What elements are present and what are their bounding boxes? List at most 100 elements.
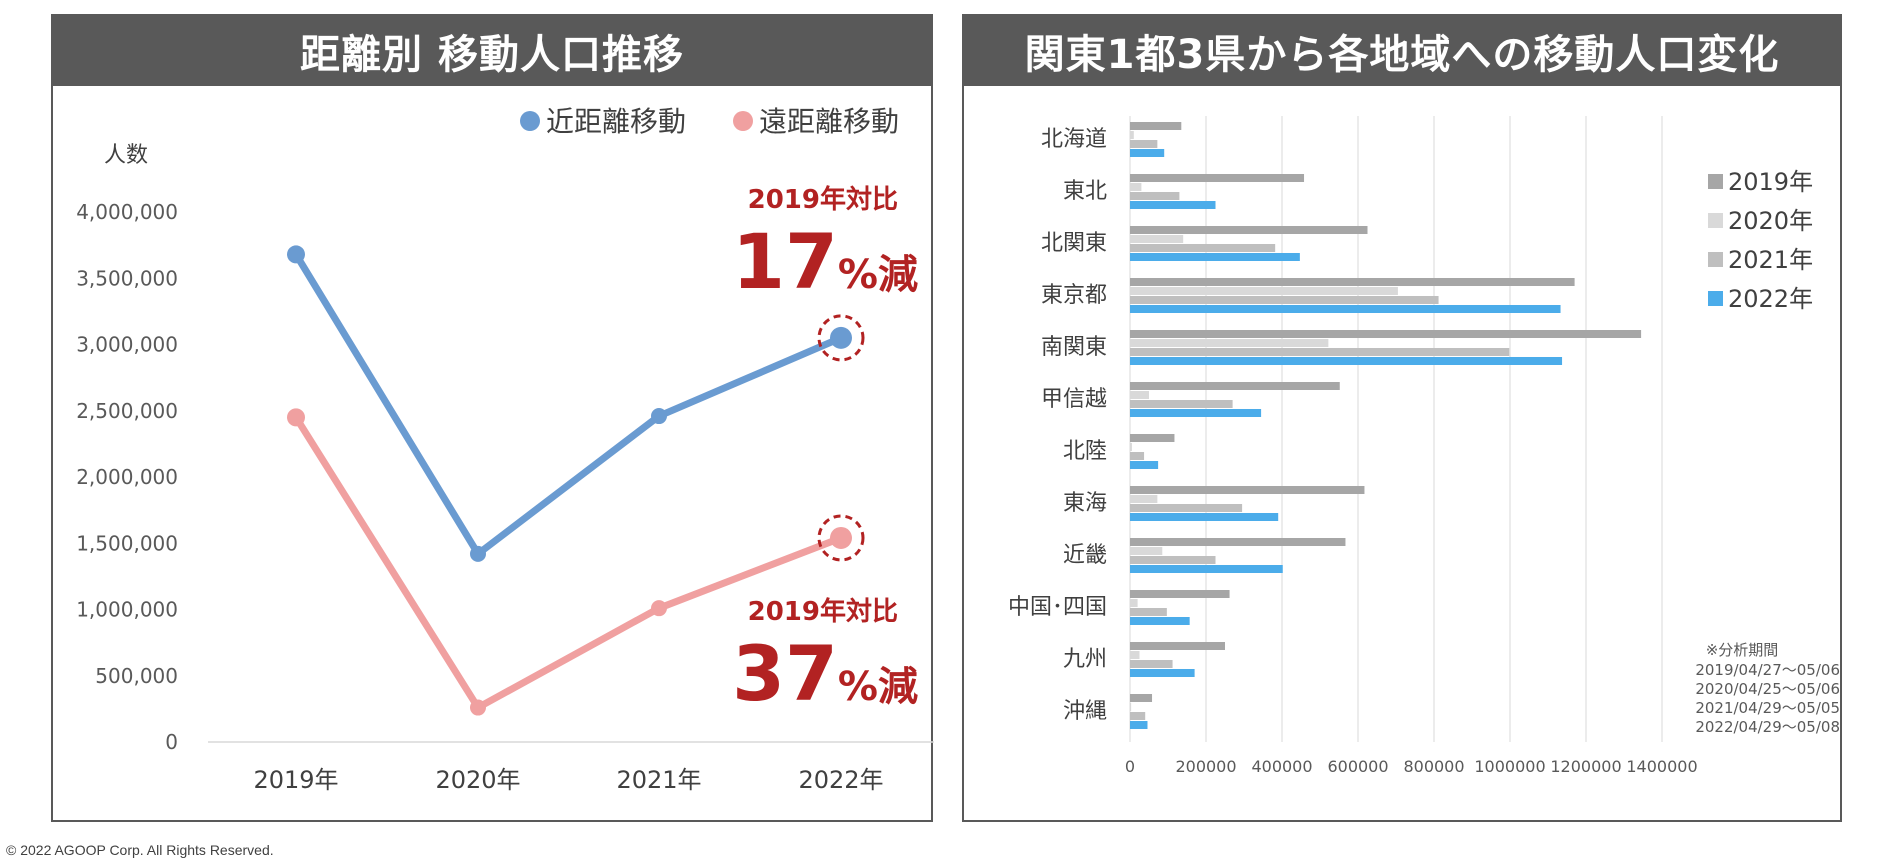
y-tick-label: 1,500,000: [76, 531, 178, 555]
y-tick-label: 4,000,000: [76, 200, 178, 224]
bar-2019年: [1130, 382, 1340, 390]
analysis-period-heading: ※分析期間: [1706, 641, 1779, 659]
bar-2019年: [1130, 538, 1346, 546]
bar-2021年: [1130, 660, 1173, 668]
x-tick-label: 2022年: [798, 766, 883, 794]
y-tick-label: 0: [165, 730, 178, 754]
data-point: [470, 699, 486, 716]
bar-2021年: [1130, 192, 1180, 200]
left-chart-title: 距離別 移動人口推移: [53, 16, 931, 86]
y-tick-label: 2,000,000: [76, 465, 178, 489]
analysis-period-line: 2019/04/27～05/06: [1695, 661, 1840, 679]
bar-legend-label: 2022年: [1728, 285, 1813, 313]
decrease-annotation: 37%減: [732, 629, 918, 718]
bar-2019年: [1130, 226, 1368, 234]
decrease-unit: %減: [838, 252, 918, 298]
bar-2022年: [1130, 721, 1148, 729]
bar-2022年: [1130, 253, 1300, 261]
bar-2020年: [1130, 287, 1398, 295]
x-tick-label: 2020年: [435, 766, 520, 794]
y-tick-label: 2,500,000: [76, 399, 178, 423]
bar-legend-label: 2021年: [1728, 246, 1813, 274]
legend-marker-far: [733, 111, 753, 131]
bar-legend-marker: [1708, 252, 1723, 267]
bar-2020年: [1130, 131, 1134, 139]
bar-2019年: [1130, 694, 1153, 702]
x-tick-label: 2019年: [253, 766, 338, 794]
bar-2020年: [1130, 599, 1138, 607]
bar-2022年: [1130, 149, 1165, 157]
comparison-label: 2019年対比: [748, 596, 898, 627]
bar-legend-marker: [1708, 174, 1723, 189]
bar-2019年: [1130, 642, 1225, 650]
region-label: 中国･四国: [1008, 595, 1107, 620]
bar-2020年: [1130, 339, 1329, 347]
bar-legend-marker: [1708, 213, 1723, 228]
analysis-period-line: 2022/04/29～05/08: [1695, 718, 1840, 736]
y-tick-label: 3,000,000: [76, 333, 178, 357]
bar-2019年: [1130, 330, 1642, 338]
decrease-annotation: 17%減: [732, 217, 918, 306]
bar-2022年: [1130, 305, 1561, 313]
bar-2020年: [1130, 443, 1132, 451]
data-point: [287, 408, 305, 427]
bar-x-tick-label: 1400000: [1626, 757, 1697, 776]
analysis-period-line: 2021/04/29～05/05: [1695, 699, 1840, 717]
region-label: 北関東: [1041, 231, 1107, 256]
bar-x-tick-label: 600000: [1327, 757, 1388, 776]
bar-2022年: [1130, 617, 1190, 625]
bar-2020年: [1130, 651, 1140, 659]
region-label: 近畿: [1063, 543, 1107, 568]
bar-2021年: [1130, 348, 1510, 356]
bar-2021年: [1130, 140, 1158, 148]
data-point: [470, 545, 486, 562]
region-label: 東海: [1063, 491, 1107, 516]
bar-2021年: [1130, 244, 1276, 252]
bar-2019年: [1130, 486, 1365, 494]
bar-2021年: [1130, 608, 1167, 616]
left-chart-panel: 距離別 移動人口推移: [51, 14, 933, 822]
comparison-label: 2019年対比: [748, 184, 898, 215]
bar-legend-marker: [1708, 291, 1723, 306]
bar-2020年: [1130, 703, 1132, 711]
bar-2019年: [1130, 590, 1230, 598]
region-label: 東京都: [1041, 283, 1107, 308]
bar-2022年: [1130, 565, 1283, 573]
decrease-value: 37: [732, 629, 838, 718]
y-tick-label: 500,000: [95, 664, 178, 688]
bar-2022年: [1130, 409, 1262, 417]
far-distance-line: [292, 413, 845, 712]
bar-x-tick-label: 200000: [1175, 757, 1236, 776]
data-point: [287, 245, 305, 264]
analysis-period-line: 2020/04/25～05/06: [1695, 680, 1840, 698]
bar-x-tick-label: 400000: [1251, 757, 1312, 776]
region-label: 東北: [1063, 179, 1107, 204]
highlight-circle: [817, 314, 865, 362]
highlight-circle: [817, 514, 865, 562]
bar-legend-label: 2019年: [1728, 168, 1813, 196]
bar-2020年: [1130, 547, 1163, 555]
bar-2022年: [1130, 357, 1563, 365]
bar-2021年: [1130, 556, 1216, 564]
bar-2022年: [1130, 669, 1195, 677]
legend-marker-near: [520, 111, 540, 131]
bar-2021年: [1130, 504, 1243, 512]
region-label: 九州: [1063, 647, 1107, 672]
decrease-unit: %減: [838, 664, 918, 710]
y-axis-title: 人数: [104, 143, 148, 168]
right-chart-title: 関東1都3県から各地域への移動人口変化: [964, 16, 1840, 86]
data-point: [830, 526, 852, 549]
data-point: [651, 408, 667, 425]
bar-2019年: [1130, 278, 1575, 286]
region-label: 北海道: [1041, 127, 1107, 152]
bar-2020年: [1130, 183, 1142, 191]
bar-2020年: [1130, 391, 1149, 399]
bar-2019年: [1130, 434, 1175, 442]
bar-2022年: [1130, 201, 1216, 209]
copyright-footer: © 2022 AGOOP Corp. All Rights Reserved.: [6, 842, 274, 858]
bar-2021年: [1130, 452, 1145, 460]
legend-label-near: 近距離移動: [546, 105, 686, 138]
region-label: 沖縄: [1063, 699, 1107, 724]
bar-2019年: [1130, 174, 1305, 182]
region-label: 北陸: [1063, 439, 1107, 464]
